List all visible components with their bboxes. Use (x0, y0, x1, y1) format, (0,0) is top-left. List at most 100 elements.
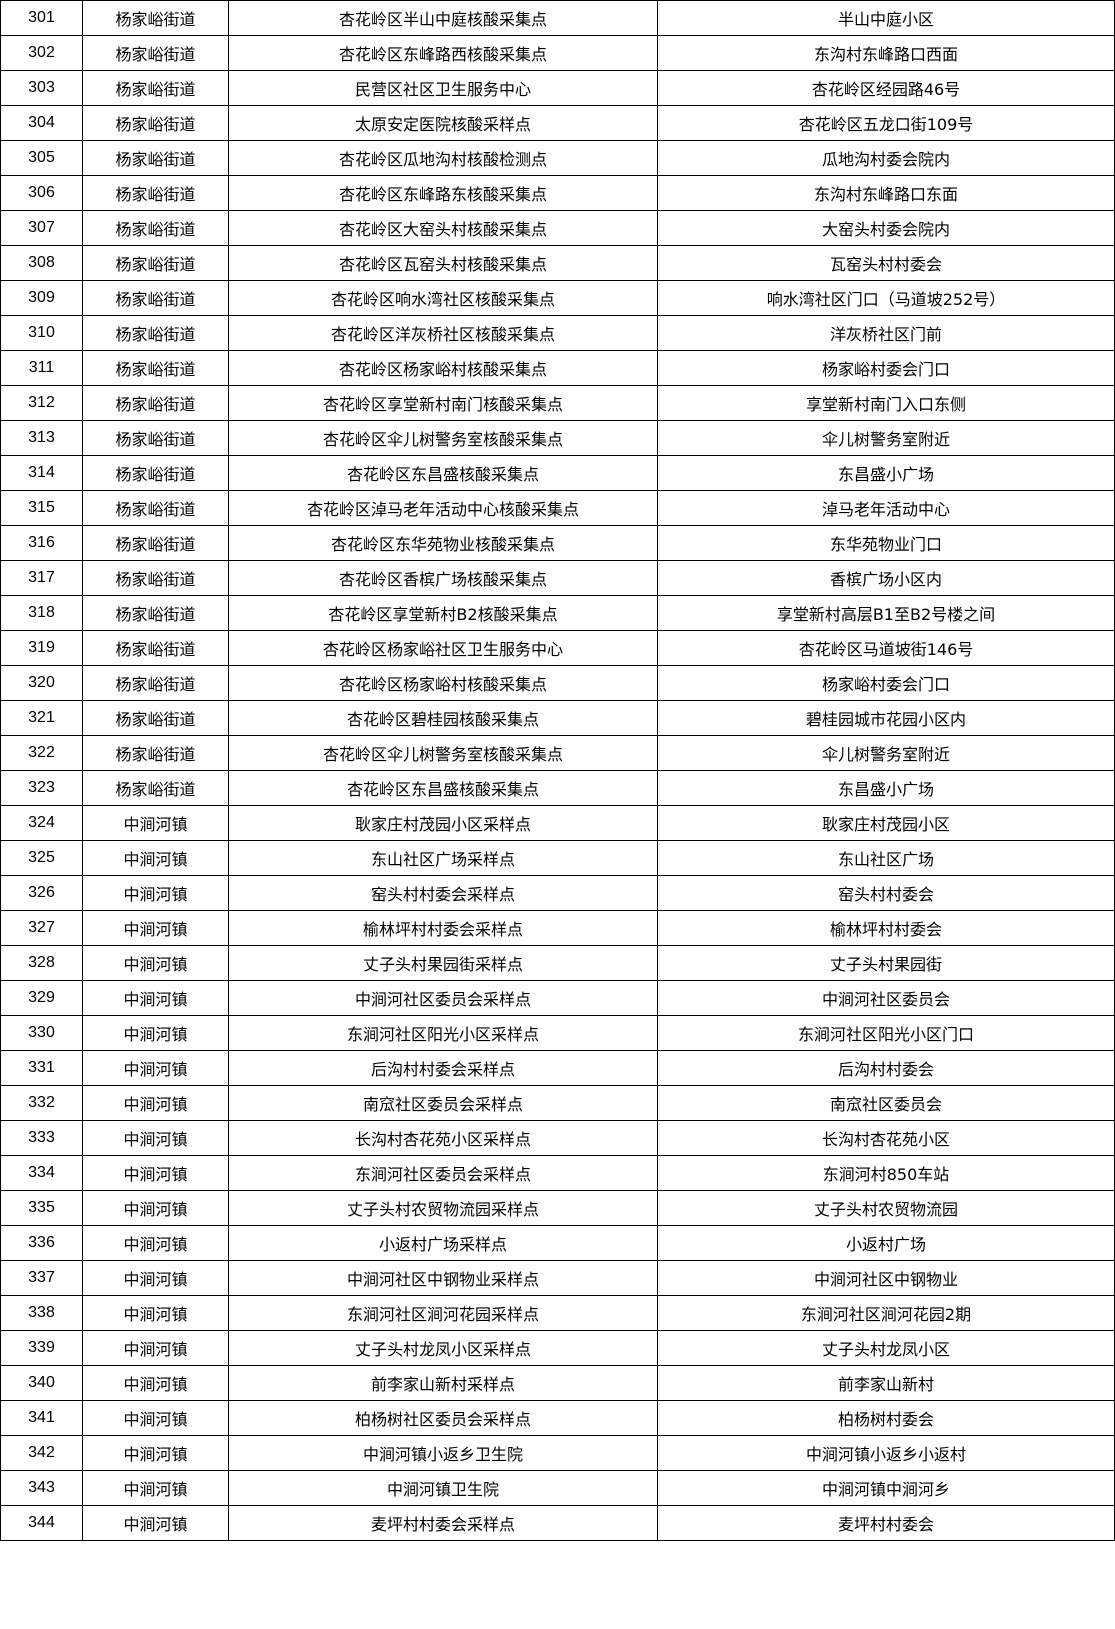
sampling-site-name: 柏杨树社区委员会采样点 (228, 1400, 658, 1436)
table-row: 313 杨家峪街道 杏花岭区伞儿树警务室核酸采集点 伞儿树警务室附近 (0, 420, 1115, 456)
sampling-site-name: 麦坪村村委会采样点 (228, 1505, 658, 1541)
sampling-site-address: 淖马老年活动中心 (657, 490, 1115, 526)
row-number: 337 (0, 1260, 83, 1296)
sampling-site-address: 东涧河村850车站 (657, 1155, 1115, 1191)
street-town: 中涧河镇 (82, 945, 229, 981)
table-row: 333 中涧河镇 长沟村杏花苑小区采样点 长沟村杏花苑小区 (0, 1120, 1115, 1156)
table-row: 306 杨家峪街道 杏花岭区东峰路东核酸采集点 东沟村东峰路口东面 (0, 175, 1115, 211)
sampling-site-name: 杏花岭区半山中庭核酸采集点 (228, 0, 658, 36)
street-town: 杨家峪街道 (82, 665, 229, 701)
sampling-site-name: 杏花岭区享堂新村南门核酸采集点 (228, 385, 658, 421)
row-number: 336 (0, 1225, 83, 1261)
sampling-site-address: 瓦窑头村村委会 (657, 245, 1115, 281)
sampling-site-address: 杏花岭区马道坡街146号 (657, 630, 1115, 666)
street-town: 杨家峪街道 (82, 70, 229, 106)
sampling-site-name: 杏花岭区杨家峪村核酸采集点 (228, 350, 658, 386)
sampling-site-name: 杏花岭区东峰路东核酸采集点 (228, 175, 658, 211)
table-row: 338 中涧河镇 东涧河社区涧河花园采样点 东涧河社区涧河花园2期 (0, 1295, 1115, 1331)
table-row: 325 中涧河镇 东山社区广场采样点 东山社区广场 (0, 840, 1115, 876)
row-number: 316 (0, 525, 83, 561)
row-number: 334 (0, 1155, 83, 1191)
sampling-site-name: 杏花岭区享堂新村B2核酸采集点 (228, 595, 658, 631)
street-town: 中涧河镇 (82, 1330, 229, 1366)
table-row: 315 杨家峪街道 杏花岭区淖马老年活动中心核酸采集点 淖马老年活动中心 (0, 490, 1115, 526)
street-town: 杨家峪街道 (82, 140, 229, 176)
street-town: 中涧河镇 (82, 1260, 229, 1296)
sampling-site-address: 大窑头村委会院内 (657, 210, 1115, 246)
row-number: 305 (0, 140, 83, 176)
street-town: 中涧河镇 (82, 910, 229, 946)
street-town: 杨家峪街道 (82, 700, 229, 736)
row-number: 332 (0, 1085, 83, 1121)
table-row: 322 杨家峪街道 杏花岭区伞儿树警务室核酸采集点 伞儿树警务室附近 (0, 735, 1115, 771)
sampling-site-address: 中涧河镇小返乡小返村 (657, 1435, 1115, 1471)
street-town: 中涧河镇 (82, 1085, 229, 1121)
sampling-site-address: 伞儿树警务室附近 (657, 735, 1115, 771)
sampling-site-address: 瓜地沟村委会院内 (657, 140, 1115, 176)
street-town: 中涧河镇 (82, 805, 229, 841)
sampling-site-address: 香槟广场小区内 (657, 560, 1115, 596)
table-row: 342 中涧河镇 中涧河镇小返乡卫生院 中涧河镇小返乡小返村 (0, 1435, 1115, 1471)
row-number: 323 (0, 770, 83, 806)
sampling-site-address: 享堂新村高层B1至B2号楼之间 (657, 595, 1115, 631)
table-row: 339 中涧河镇 丈子头村龙凤小区采样点 丈子头村龙凤小区 (0, 1330, 1115, 1366)
sampling-site-name: 后沟村村委会采样点 (228, 1050, 658, 1086)
table-row: 323 杨家峪街道 杏花岭区东昌盛核酸采集点 东昌盛小广场 (0, 770, 1115, 806)
row-number: 303 (0, 70, 83, 106)
row-number: 308 (0, 245, 83, 281)
sampling-site-name: 丈子头村龙凤小区采样点 (228, 1330, 658, 1366)
street-town: 中涧河镇 (82, 1505, 229, 1541)
table-row: 311 杨家峪街道 杏花岭区杨家峪村核酸采集点 杨家峪村委会门口 (0, 350, 1115, 386)
sampling-site-name: 东涧河社区阳光小区采样点 (228, 1015, 658, 1051)
sampling-site-address: 东华苑物业门口 (657, 525, 1115, 561)
table-row: 331 中涧河镇 后沟村村委会采样点 后沟村村委会 (0, 1050, 1115, 1086)
sampling-site-name: 民营区社区卫生服务中心 (228, 70, 658, 106)
table-row: 336 中涧河镇 小返村广场采样点 小返村广场 (0, 1225, 1115, 1261)
street-town: 中涧河镇 (82, 1470, 229, 1506)
table-row: 328 中涧河镇 丈子头村果园街采样点 丈子头村果园街 (0, 945, 1115, 981)
table-row: 309 杨家峪街道 杏花岭区响水湾社区核酸采集点 响水湾社区门口（马道坡252号） (0, 280, 1115, 316)
sampling-site-name: 耿家庄村茂园小区采样点 (228, 805, 658, 841)
table-row: 314 杨家峪街道 杏花岭区东昌盛核酸采集点 东昌盛小广场 (0, 455, 1115, 491)
row-number: 325 (0, 840, 83, 876)
sampling-site-name: 杏花岭区东昌盛核酸采集点 (228, 455, 658, 491)
sampling-site-name: 杏花岭区杨家峪社区卫生服务中心 (228, 630, 658, 666)
table-row: 303 杨家峪街道 民营区社区卫生服务中心 杏花岭区经园路46号 (0, 70, 1115, 106)
street-town: 杨家峪街道 (82, 525, 229, 561)
sampling-site-address: 柏杨树村委会 (657, 1400, 1115, 1436)
sampling-site-address: 中涧河社区委员会 (657, 980, 1115, 1016)
street-town: 杨家峪街道 (82, 210, 229, 246)
row-number: 344 (0, 1505, 83, 1541)
street-town: 中涧河镇 (82, 1015, 229, 1051)
street-town: 中涧河镇 (82, 1050, 229, 1086)
row-number: 330 (0, 1015, 83, 1051)
table-body: 301 杨家峪街道 杏花岭区半山中庭核酸采集点 半山中庭小区 302 杨家峪街道 杏花岭区东… (0, 0, 1115, 1541)
street-town: 杨家峪街道 (82, 455, 229, 491)
row-number: 331 (0, 1050, 83, 1086)
row-number: 318 (0, 595, 83, 631)
street-town: 中涧河镇 (82, 1120, 229, 1156)
sampling-site-address: 耿家庄村茂园小区 (657, 805, 1115, 841)
sampling-site-name: 中涧河社区中钢物业采样点 (228, 1260, 658, 1296)
row-number: 315 (0, 490, 83, 526)
sampling-site-address: 响水湾社区门口（马道坡252号） (657, 280, 1115, 316)
street-town: 杨家峪街道 (82, 490, 229, 526)
table-row: 321 杨家峪街道 杏花岭区碧桂园核酸采集点 碧桂园城市花园小区内 (0, 700, 1115, 736)
sampling-site-name: 杏花岭区伞儿树警务室核酸采集点 (228, 420, 658, 456)
table-row: 304 杨家峪街道 太原安定医院核酸采样点 杏花岭区五龙口街109号 (0, 105, 1115, 141)
table-row: 332 中涧河镇 南窊社区委员会采样点 南窊社区委员会 (0, 1085, 1115, 1121)
sampling-site-name: 东涧河社区委员会采样点 (228, 1155, 658, 1191)
table-row: 310 杨家峪街道 杏花岭区洋灰桥社区核酸采集点 洋灰桥社区门前 (0, 315, 1115, 351)
sampling-site-name: 中涧河镇小返乡卫生院 (228, 1435, 658, 1471)
table-row: 312 杨家峪街道 杏花岭区享堂新村南门核酸采集点 享堂新村南门入口东侧 (0, 385, 1115, 421)
table-row: 324 中涧河镇 耿家庄村茂园小区采样点 耿家庄村茂园小区 (0, 805, 1115, 841)
table-row: 344 中涧河镇 麦坪村村委会采样点 麦坪村村委会 (0, 1505, 1115, 1541)
table-row: 341 中涧河镇 柏杨树社区委员会采样点 柏杨树村委会 (0, 1400, 1115, 1436)
street-town: 杨家峪街道 (82, 770, 229, 806)
sampling-site-address: 东涧河社区阳光小区门口 (657, 1015, 1115, 1051)
row-number: 304 (0, 105, 83, 141)
sampling-site-address: 东昌盛小广场 (657, 770, 1115, 806)
sampling-site-address: 南窊社区委员会 (657, 1085, 1115, 1121)
row-number: 340 (0, 1365, 83, 1401)
sampling-site-name: 小返村广场采样点 (228, 1225, 658, 1261)
